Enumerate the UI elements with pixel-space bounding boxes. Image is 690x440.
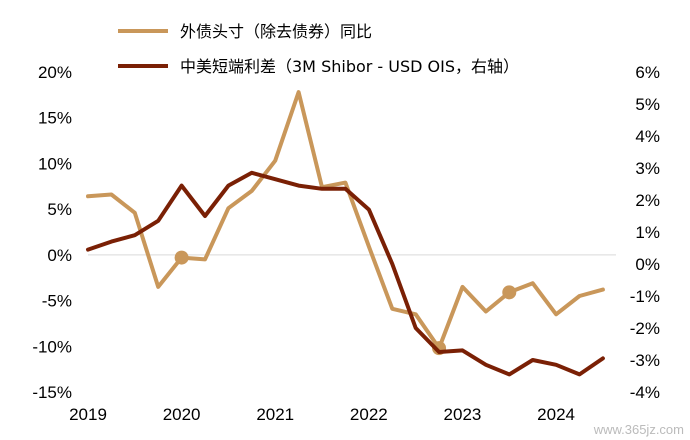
x-tick-label: 2019	[69, 405, 107, 424]
right-tick-label: -2%	[630, 319, 660, 338]
left-tick-label: 15%	[38, 109, 72, 128]
x-axis-ticks: 2019 2020 2021 2022 2023 2024	[69, 405, 575, 424]
series-group	[86, 90, 605, 377]
right-tick-label: 6%	[635, 63, 660, 82]
series-line-foreign-debt	[86, 90, 605, 351]
right-tick-label: 3%	[635, 159, 660, 178]
x-tick-label: 2020	[163, 405, 201, 424]
legend-label-rate-spread: 中美短端利差（3M Shibor - USD OIS，右轴）	[180, 57, 519, 76]
left-tick-label: 0%	[47, 246, 72, 265]
legend-label-foreign-debt: 外债头寸（除去债券）同比	[180, 22, 372, 41]
right-tick-label: -1%	[630, 287, 660, 306]
data-point-marker	[502, 285, 517, 300]
left-tick-label: -10%	[32, 337, 72, 356]
x-tick-label: 2023	[444, 405, 482, 424]
legend: 外债头寸（除去债券）同比 中美短端利差（3M Shibor - USD OIS，…	[118, 22, 519, 76]
left-tick-label: -5%	[42, 292, 72, 311]
left-axis-ticks: 20% 15% 10% 5% 0% -5% -10% -15%	[32, 63, 72, 402]
x-tick-label: 2024	[537, 405, 575, 424]
series-line-rate-spread	[86, 170, 605, 377]
watermark: www.365jz.com	[593, 422, 684, 437]
data-point-marker	[174, 250, 189, 265]
right-tick-label: 1%	[635, 223, 660, 242]
right-tick-label: 5%	[635, 95, 660, 114]
x-tick-label: 2022	[350, 405, 388, 424]
right-tick-label: 2%	[635, 191, 660, 210]
x-tick-label: 2021	[256, 405, 294, 424]
right-axis-ticks: 6% 5% 4% 3% 2% 1% 0% -1% -2% -3% -4%	[630, 63, 660, 402]
right-tick-label: -3%	[630, 351, 660, 370]
left-tick-label: 10%	[38, 154, 72, 173]
right-tick-label: 4%	[635, 127, 660, 146]
left-tick-label: 20%	[38, 63, 72, 82]
left-tick-label: -15%	[32, 383, 72, 402]
right-tick-label: 0%	[635, 255, 660, 274]
right-tick-label: -4%	[630, 383, 660, 402]
left-tick-label: 5%	[47, 200, 72, 219]
